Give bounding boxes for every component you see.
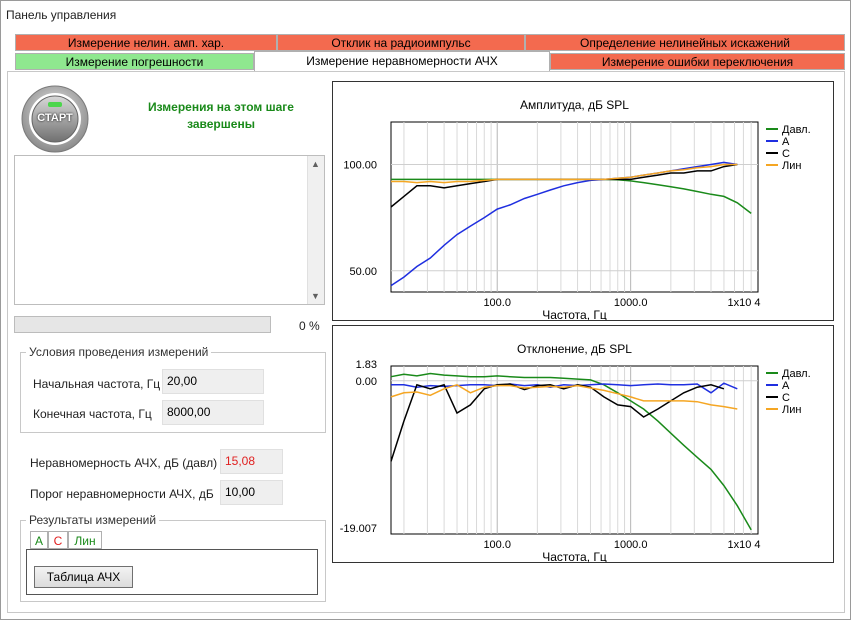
- results-tab-c[interactable]: C: [48, 531, 68, 549]
- threshold-label: Порог неравномерности АЧХ, дБ: [30, 487, 214, 501]
- unevenness-label: Неравномерность АЧХ, дБ (давл): [30, 456, 218, 470]
- legend-label: Давл.: [782, 124, 811, 136]
- results-tab-content: [26, 549, 318, 595]
- series-line: [390, 383, 738, 410]
- results-tab-lin[interactable]: Лин: [68, 531, 102, 549]
- x-tick-label: 100.0: [483, 539, 511, 551]
- legend-label: Лин: [782, 404, 801, 416]
- fr-table-button[interactable]: Таблица АЧХ: [34, 566, 133, 588]
- amplitude-chart-svg: Амплитуда, дБ SPL 100.0 1000.0 1x10 4 Частот…: [343, 98, 811, 322]
- legend-label: Лин: [782, 160, 801, 172]
- scroll-down-icon[interactable]: ▼: [311, 291, 320, 301]
- window-title: Панель управления: [6, 8, 117, 22]
- tab-content-panel: [7, 71, 845, 613]
- legend-label: C: [782, 148, 790, 160]
- scroll-up-icon[interactable]: ▲: [311, 159, 320, 169]
- tab-switch-error[interactable]: Измерение ошибки переключения: [550, 53, 845, 70]
- log-scrollbar[interactable]: ▲ ▼: [307, 156, 324, 304]
- x-axis-label: Частота, Гц: [542, 308, 607, 320]
- legend-label: C: [782, 392, 790, 404]
- series-line: [391, 382, 738, 394]
- progress-label: 0 %: [299, 319, 320, 333]
- x-tick-label: 1x10 4: [727, 297, 760, 309]
- tab-frequency-response[interactable]: Измерение неравномерности АЧХ: [254, 51, 550, 72]
- x-tick-label: 1000.0: [614, 539, 648, 551]
- series-line: [390, 372, 752, 531]
- y-tick-label: 0.00: [356, 376, 377, 388]
- progress-bar: [14, 316, 271, 333]
- x-tick-label: 1000.0: [614, 297, 648, 309]
- y-tick-label: 100.00: [343, 160, 377, 172]
- tab-radio-pulse[interactable]: Отклик на радиоимпульс: [277, 34, 525, 51]
- unevenness-value: 15,08: [220, 449, 283, 474]
- results-title: Результаты измерений: [26, 513, 160, 527]
- chart-title: Амплитуда, дБ SPL: [520, 98, 629, 112]
- end-freq-field[interactable]: 8000,00: [162, 400, 264, 425]
- x-tick-label: 100.0: [483, 297, 511, 309]
- tab-nonlinear-amp[interactable]: Измерение нелин. амп. хар.: [15, 34, 277, 51]
- results-tab-a[interactable]: A: [30, 531, 48, 549]
- deviation-chart-svg: Отклонение, дБ SPL 100.0 1000.0 1x10 4 Часто…: [340, 342, 811, 564]
- series-line: [391, 163, 738, 184]
- deviation-chart: Отклонение, дБ SPL 100.0 1000.0 1x10 4 Часто…: [332, 325, 834, 564]
- status-message: Измерения на этом шаге завершены: [148, 100, 294, 131]
- x-axis-label: Частота, Гц: [542, 550, 607, 562]
- log-textarea[interactable]: ▲ ▼: [14, 155, 325, 305]
- legend-label: A: [782, 136, 790, 148]
- tab-nonlinear-distortion[interactable]: Определение нелинейных искажений: [525, 34, 845, 51]
- start-freq-field[interactable]: 20,00: [162, 369, 264, 394]
- plot-area: [390, 121, 759, 293]
- conditions-title: Условия проведения измерений: [26, 345, 212, 359]
- start-label: СТАРТ: [37, 112, 73, 124]
- plot-area: [390, 365, 759, 535]
- results-group: [20, 520, 326, 602]
- y-tick-label: 50.00: [349, 266, 377, 278]
- start-button-graphic: [21, 85, 89, 153]
- legend-label: Давл.: [782, 368, 811, 380]
- start-freq-label: Начальная частота, Гц: [33, 377, 161, 391]
- y-tick-label: -19.007: [340, 523, 377, 535]
- y-tick-label: 1.83: [356, 359, 377, 371]
- amplitude-chart: Амплитуда, дБ SPL 100.0 1000.0 1x10 4 Частот…: [332, 81, 834, 322]
- start-button[interactable]: СТАРТ: [21, 85, 89, 153]
- tab-error-measurement[interactable]: Измерение погрешности: [15, 53, 254, 70]
- x-tick-label: 1x10 4: [727, 539, 760, 551]
- threshold-field[interactable]: 10,00: [220, 480, 283, 505]
- chart-title: Отклонение, дБ SPL: [517, 342, 632, 356]
- legend-label: A: [782, 380, 790, 392]
- end-freq-label: Конечная частота, Гц: [33, 407, 152, 421]
